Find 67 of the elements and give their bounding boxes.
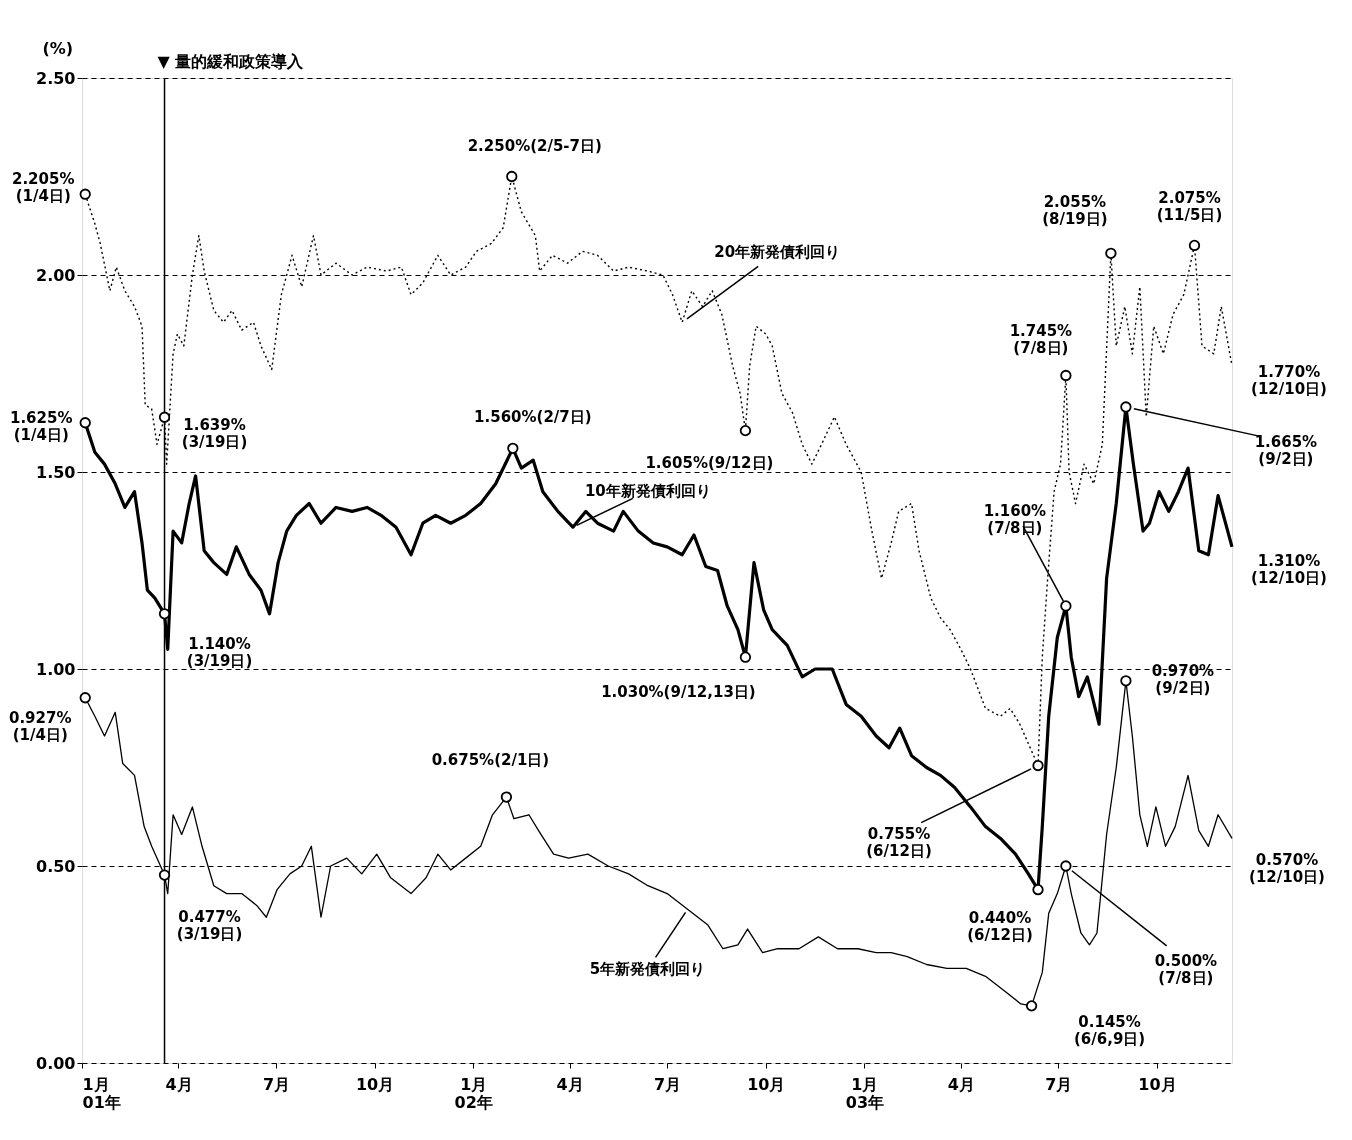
point (158, 411, 171, 423)
x-tick-label: 7月 (654, 1074, 682, 1094)
annotation: 1.639% (3/19日) (181, 416, 248, 452)
annotation: 0.145% (6/6,9日) (1073, 1012, 1146, 1048)
x-tick-label: 10月 (1138, 1074, 1177, 1094)
point (739, 425, 752, 437)
annotation: 2.205% (1/4日) (11, 170, 75, 206)
annotation: 2.250%(2/5-7日) (467, 136, 602, 155)
annotation: 0.675%(2/1日) (431, 751, 550, 770)
point (79, 692, 91, 704)
point (79, 417, 91, 429)
annotation: 1.625% (1/4日) (9, 408, 73, 444)
x-tick-label: 1月 03年 (845, 1074, 885, 1112)
point (500, 791, 513, 803)
x-tick-label: 1月 01年 (82, 1074, 121, 1112)
y-tick-label: 1.00 (36, 659, 76, 679)
y-tick-label: 2.50 (36, 68, 76, 88)
annotation: 0.570% (12/10日) (1249, 851, 1325, 887)
annotation: 1.140% (3/19日) (186, 634, 253, 670)
point (79, 188, 91, 200)
series-label: 10年新発債利回り (584, 482, 711, 501)
y-tick-label: 2.00 (36, 265, 76, 285)
y-tick-label: 1.50 (36, 462, 76, 482)
x-tick-label: 7月 (262, 1074, 291, 1094)
annotation: 0.500% (7/8日) (1154, 952, 1218, 987)
x-tick-label: 10月 (355, 1074, 395, 1094)
point (1032, 759, 1044, 772)
series-label: 5年新発債利回り (589, 960, 706, 979)
point (1105, 247, 1117, 259)
annotation: 2.055% (8/19日) (1042, 193, 1108, 229)
annotation: 1.160% (7/8日) (983, 501, 1047, 537)
annotation: 0.755% (6/12日) (866, 824, 932, 860)
annotation: 1.770% (12/10日) (1251, 362, 1327, 398)
x-tick-label: 7月 (1045, 1074, 1073, 1094)
x-tick-label: 4月 (165, 1074, 193, 1094)
annotation: 0.970% (9/2日) (1151, 661, 1215, 697)
annotation: 1.605%(9/12日) (645, 453, 774, 472)
y-tick-label: 0.50 (36, 856, 76, 876)
point (1060, 369, 1072, 382)
point (1188, 239, 1201, 252)
annotation: 1.030%(9/12,13日) (601, 683, 756, 702)
point (507, 442, 519, 454)
point (1025, 1000, 1038, 1012)
x-tick-label: 1月 02年 (454, 1074, 493, 1112)
annotation: 1.745% (7/8日) (1009, 322, 1073, 358)
annotation: 0.477% (3/19日) (176, 908, 243, 944)
series-label: 20年新発債利回り (714, 243, 841, 262)
x-tick-label: 10月 (747, 1074, 786, 1094)
x-tick-label: 4月 (947, 1074, 975, 1094)
point (739, 651, 752, 663)
annotation: 0.927% (1/4日) (8, 708, 72, 744)
point (1032, 884, 1044, 896)
point (158, 869, 171, 881)
annotation: 2.075% (11/5日) (1156, 189, 1223, 225)
point (506, 170, 518, 183)
point (1120, 401, 1132, 413)
x-tick-label: 4月 (556, 1074, 584, 1094)
annotation: 1.310% (12/10日) (1251, 551, 1327, 587)
annotation: 0.440% (6/12日) (967, 908, 1033, 944)
y-tick-label: 0.00 (36, 1053, 76, 1073)
point (1120, 675, 1132, 687)
point (1060, 860, 1072, 872)
annotation: 1.665% (9/2日) (1254, 432, 1318, 468)
y-axis-title: (%) (42, 38, 74, 58)
point (1060, 600, 1072, 612)
annotation: 1.560%(2/7日) (474, 408, 592, 427)
ref-line-label: ▼ 量的緩和政策導入 (157, 52, 305, 71)
